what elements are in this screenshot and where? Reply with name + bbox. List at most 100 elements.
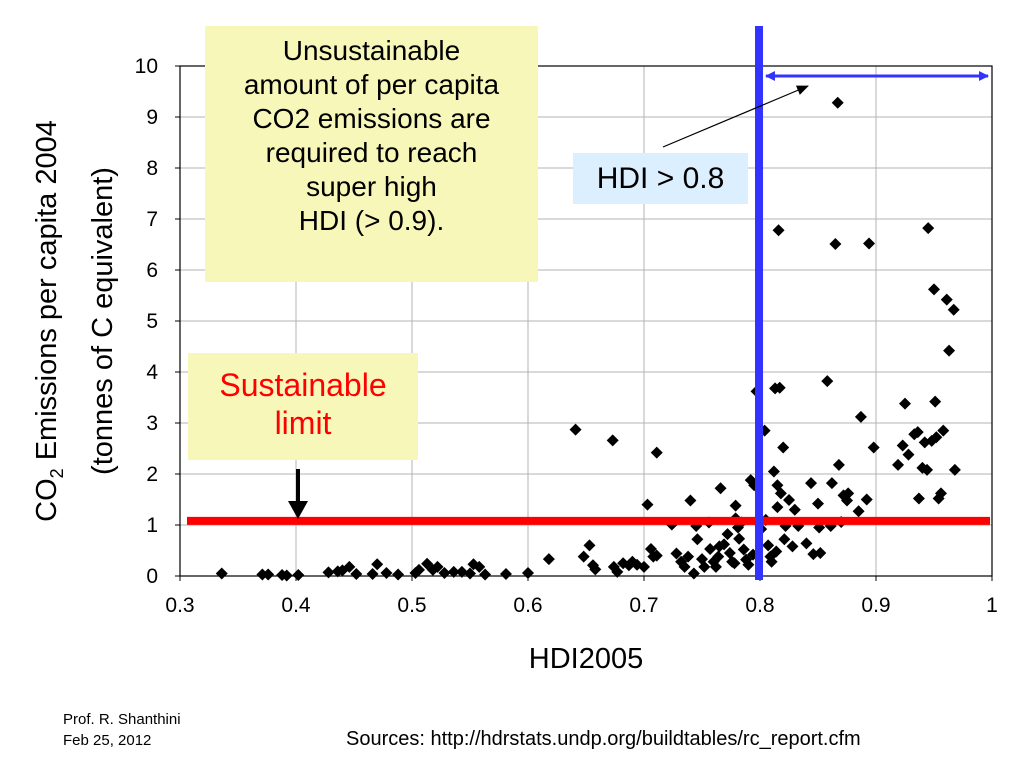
data-point — [280, 569, 293, 582]
data-point — [473, 560, 486, 573]
data-point — [948, 463, 961, 476]
data-point — [577, 550, 590, 563]
sustainable-limit-callout: Sustainable limit — [188, 353, 418, 460]
data-point — [542, 553, 555, 566]
data-point — [712, 550, 725, 563]
data-point — [650, 549, 663, 562]
author-date: Feb 25, 2012 — [63, 732, 152, 749]
y-tick-label: 4 — [146, 361, 158, 384]
data-point — [765, 555, 778, 568]
unsustainable-line-4: required to reach — [265, 137, 478, 168]
data-point — [670, 547, 683, 560]
data-point — [929, 395, 942, 408]
data-point — [728, 557, 741, 570]
y-axis-ticks: 0 1 2 3 4 5 6 7 8 9 10 — [135, 55, 180, 588]
data-point — [698, 560, 711, 573]
unsustainable-line-6: HDI (> 0.9). — [298, 205, 445, 236]
data-point — [366, 567, 379, 580]
data-point — [682, 550, 695, 563]
y-tick-label: 3 — [146, 412, 158, 435]
data-point — [778, 533, 791, 546]
data-point — [718, 538, 731, 551]
data-point — [902, 448, 915, 461]
data-point — [896, 439, 909, 452]
data-point — [832, 458, 845, 471]
data-point — [922, 222, 935, 235]
data-point — [723, 547, 736, 560]
author-name: Prof. R. Shanthini — [63, 711, 181, 728]
data-point — [589, 563, 602, 576]
y-axis-title-line2: (tonnes of C equivalent) — [87, 167, 119, 475]
y-tick-label: 5 — [146, 310, 158, 333]
data-point — [704, 542, 717, 555]
y-axis-title-rest: Emissions per capita 2004 — [31, 120, 63, 468]
y-tick-label: 1 — [146, 514, 158, 537]
data-point — [499, 567, 512, 580]
callout-pointer-line — [662, 85, 809, 148]
y-tick-label: 7 — [146, 208, 158, 231]
data-point — [447, 565, 460, 578]
data-point — [930, 431, 943, 444]
svg-text:CO2 Emissions per capita 2004: CO2 Emissions per capita 2004 — [31, 120, 67, 522]
data-point — [641, 498, 654, 511]
x-tick-label: 1 — [986, 594, 998, 617]
x-tick-label: 0.4 — [281, 594, 311, 617]
data-point — [714, 482, 727, 495]
x-tick-label: 0.9 — [861, 594, 890, 617]
data-point — [371, 558, 384, 571]
data-point — [937, 424, 950, 437]
y-tick-label: 10 — [135, 55, 158, 78]
data-point — [678, 560, 691, 573]
y-axis-title-co: CO — [31, 478, 63, 522]
footer-author-block: Prof. R. Shanthini Feb 25, 2012 — [63, 709, 181, 751]
data-point — [943, 344, 956, 357]
y-tick-label: 2 — [146, 463, 158, 486]
data-point — [774, 487, 787, 500]
data-point — [611, 565, 624, 578]
data-point — [638, 560, 650, 573]
data-point — [742, 558, 755, 571]
unsustainable-line-5: super high — [306, 171, 437, 202]
data-point — [788, 503, 801, 516]
y-tick-label: 8 — [146, 157, 158, 180]
data-point — [783, 494, 795, 507]
unsustainable-line-1: Unsustainable — [282, 35, 461, 66]
data-point — [606, 434, 619, 447]
data-point — [821, 375, 834, 388]
data-point — [762, 539, 775, 552]
data-point — [262, 568, 275, 581]
data-point — [852, 505, 865, 518]
y-tick-label: 6 — [146, 259, 158, 282]
data-point — [947, 303, 960, 316]
data-point — [892, 458, 905, 471]
x-tick-label: 0.5 — [397, 594, 426, 617]
x-tick-label: 0.7 — [629, 594, 658, 617]
data-point — [215, 567, 228, 580]
data-point — [343, 560, 356, 573]
data-point — [322, 566, 335, 579]
data-point — [737, 543, 750, 556]
data-point — [814, 547, 827, 560]
data-point — [772, 224, 785, 237]
sources-text: Sources: http://hdrstats.undp.org/buildt… — [346, 728, 861, 750]
data-point — [438, 566, 451, 579]
data-point — [455, 565, 468, 578]
data-point — [800, 537, 813, 550]
data-point — [464, 567, 476, 580]
down-arrow-icon — [288, 469, 308, 519]
data-point — [934, 487, 947, 500]
data-point — [860, 493, 873, 506]
sustainable-label-line-1: Sustainable — [219, 367, 387, 403]
sustainable-label-line-2: limit — [274, 405, 332, 441]
data-point — [733, 532, 746, 545]
data-point — [812, 497, 824, 510]
data-point — [771, 501, 784, 514]
x-tick-label: 0.6 — [513, 594, 542, 617]
data-point — [912, 492, 925, 505]
y-tick-label: 0 — [146, 565, 158, 588]
data-point — [380, 566, 393, 579]
data-point — [842, 487, 855, 500]
data-point — [522, 566, 534, 579]
data-point — [928, 283, 940, 296]
